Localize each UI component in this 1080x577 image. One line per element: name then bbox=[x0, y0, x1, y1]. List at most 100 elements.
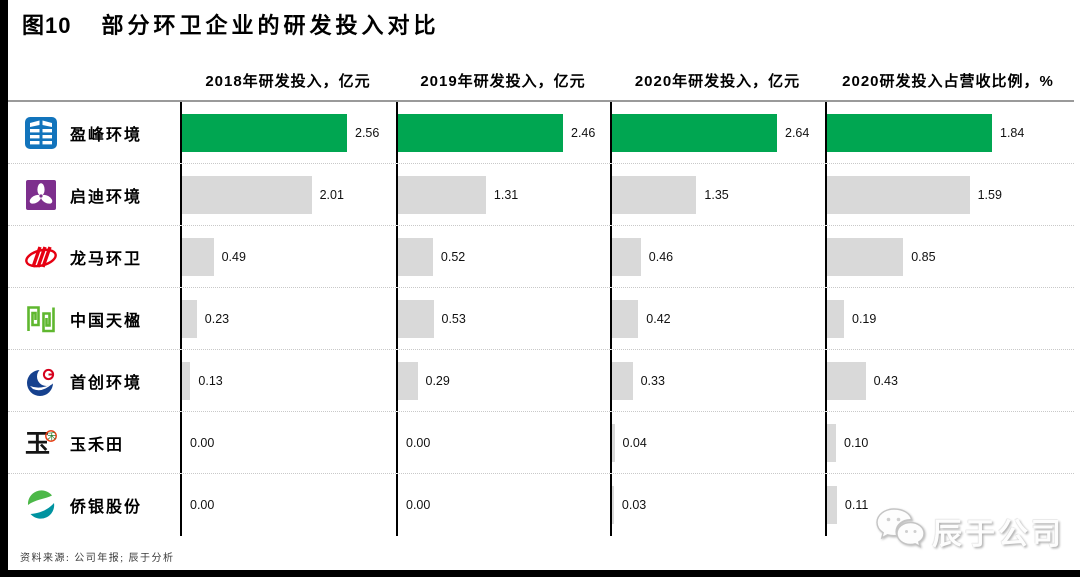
bar-value-label: 0.04 bbox=[622, 435, 647, 450]
bar-value-label: 0.00 bbox=[190, 498, 215, 512]
bar-cell: 0.42 bbox=[610, 288, 825, 349]
table-row: 侨银股份 0.00 0.00 0.03 0.11 bbox=[8, 474, 1074, 536]
bar-value-label: 0.10 bbox=[844, 435, 869, 450]
bar-cell: 2.01 bbox=[180, 164, 396, 225]
bar-value-label: 2.01 bbox=[319, 187, 344, 202]
bar-cell: 0.53 bbox=[396, 288, 610, 349]
company-cell: 盈峰环境 bbox=[8, 102, 180, 163]
company-name: 龙马环卫 bbox=[70, 250, 143, 268]
column-header-2020: 2020年研发投入，亿元 bbox=[634, 73, 801, 90]
bar-value-label: 0.43 bbox=[873, 373, 898, 388]
bar-value-label: 0.33 bbox=[640, 373, 665, 388]
bar-cell: 2.56 bbox=[180, 102, 396, 163]
bar bbox=[827, 237, 904, 276]
bar bbox=[398, 361, 418, 400]
company-name: 盈峰环境 bbox=[70, 126, 143, 144]
bar bbox=[827, 361, 866, 400]
watermark-text: 辰于公司 bbox=[932, 517, 1064, 551]
bar bbox=[398, 237, 433, 276]
bottom-border-bar bbox=[0, 570, 1080, 577]
bar-value-label: 0.52 bbox=[440, 249, 466, 264]
company-cell: 启迪环境 bbox=[8, 164, 180, 225]
bar-value-label: 0.46 bbox=[648, 249, 674, 264]
svg-text:禾: 禾 bbox=[47, 431, 56, 441]
company-cell: 首创环境 bbox=[8, 350, 180, 411]
bar-value-label: 1.31 bbox=[493, 187, 519, 202]
bar-cell: 2.64 bbox=[610, 102, 825, 163]
figure-name: 部分环卫企业的研发投入对比 bbox=[101, 13, 440, 38]
bar bbox=[182, 299, 197, 338]
bar-cell: 0.33 bbox=[610, 350, 825, 411]
bar-cell: 2.46 bbox=[396, 102, 610, 163]
bar bbox=[612, 423, 615, 462]
bar-cell: 0.03 bbox=[610, 474, 825, 536]
bar-value-label: 2.46 bbox=[571, 125, 596, 140]
yingfeng-environment-logo bbox=[24, 116, 58, 150]
bar-cell: 0.52 bbox=[396, 226, 610, 287]
bar-cell: 0.49 bbox=[180, 226, 396, 287]
table-row: 盈峰环境 2.56 2.46 2.64 1.84 bbox=[8, 102, 1074, 164]
company-name: 玉禾田 bbox=[70, 436, 125, 454]
bar-cell: 0.19 bbox=[825, 288, 1071, 349]
bar-value-label: 1.59 bbox=[977, 187, 1002, 202]
column-header-2020-ratio: 2020研发投入占营收比例，% bbox=[842, 73, 1054, 90]
bar bbox=[398, 113, 563, 152]
bar bbox=[827, 299, 844, 338]
bar-chart: 2018年研发投入，亿元 2019年研发投入，亿元 2020年研发投入，亿元 2… bbox=[8, 70, 1074, 536]
table-row: 中国天楹 0.23 0.53 0.42 0.19 bbox=[8, 288, 1074, 350]
bar-cell: 0.04 bbox=[610, 412, 825, 473]
bar-value-label: 0.00 bbox=[406, 498, 431, 512]
china-tianying-logo bbox=[24, 302, 58, 336]
bar-cell: 0.00 bbox=[396, 412, 610, 473]
company-name: 启迪环境 bbox=[70, 188, 143, 206]
bar-cell: 0.00 bbox=[180, 412, 396, 473]
bar bbox=[827, 175, 970, 214]
bar-cell: 0.85 bbox=[825, 226, 1071, 287]
bar-value-label: 1.35 bbox=[704, 187, 729, 202]
bar-value-label: 2.64 bbox=[785, 125, 810, 140]
company-cell: 侨银股份 bbox=[8, 474, 180, 536]
bar bbox=[182, 113, 347, 152]
bar bbox=[827, 486, 837, 524]
company-cell: 中国天楹 bbox=[8, 288, 180, 349]
bar-cell: 0.00 bbox=[396, 474, 610, 536]
bar-value-label: 0.53 bbox=[441, 311, 466, 326]
bar-value-label: 0.00 bbox=[406, 435, 431, 450]
bar-cell: 0.11 bbox=[825, 474, 1071, 536]
bar-value-label: 0.13 bbox=[198, 373, 223, 388]
company-cell: 龙马环卫 bbox=[8, 226, 180, 287]
column-headers: 2018年研发投入，亿元 2019年研发投入，亿元 2020年研发投入，亿元 2… bbox=[8, 70, 1074, 102]
bar bbox=[182, 237, 214, 276]
company-name: 侨银股份 bbox=[70, 499, 143, 516]
left-border-bar bbox=[0, 0, 8, 577]
company-name: 中国天楹 bbox=[70, 312, 143, 330]
table-row: 玉禾玉禾田 0.00 0.00 0.04 0.10 bbox=[8, 412, 1074, 474]
source-note: 资料来源: 公司年报; 辰于分析 bbox=[20, 553, 175, 564]
bar-cell: 0.10 bbox=[825, 412, 1071, 473]
bar bbox=[182, 175, 312, 214]
bar-value-label: 0.03 bbox=[621, 498, 647, 512]
bar-value-label: 0.19 bbox=[852, 311, 877, 326]
bar-cell: 0.29 bbox=[396, 350, 610, 411]
bar-cell: 0.46 bbox=[610, 226, 825, 287]
capital-environment-logo bbox=[24, 364, 58, 398]
company-name: 首创环境 bbox=[70, 374, 143, 392]
bar bbox=[612, 361, 633, 400]
bar-value-label: 0.42 bbox=[646, 311, 671, 326]
bar-value-label: 2.56 bbox=[355, 125, 380, 140]
bar-cell: 1.59 bbox=[825, 164, 1071, 225]
bar-cell: 0.43 bbox=[825, 350, 1071, 411]
bar-value-label: 0.00 bbox=[190, 435, 215, 450]
column-header-2018: 2018年研发投入，亿元 bbox=[205, 73, 371, 90]
bar-cell: 1.35 bbox=[610, 164, 825, 225]
column-header-2019: 2019年研发投入，亿元 bbox=[420, 73, 586, 90]
yuhetian-logo: 玉禾 bbox=[24, 426, 58, 460]
table-row: 首创环境 0.13 0.29 0.33 0.43 bbox=[8, 350, 1074, 412]
qiaoyin-logo bbox=[24, 488, 58, 522]
bar-cell: 1.84 bbox=[825, 102, 1071, 163]
table-row: 龙马环卫 0.49 0.52 0.46 0.85 bbox=[8, 226, 1074, 288]
figure-title: 图10 部分环卫企业的研发投入对比 bbox=[22, 8, 440, 40]
bar-cell: 0.23 bbox=[180, 288, 396, 349]
bar-value-label: 0.23 bbox=[204, 311, 230, 326]
